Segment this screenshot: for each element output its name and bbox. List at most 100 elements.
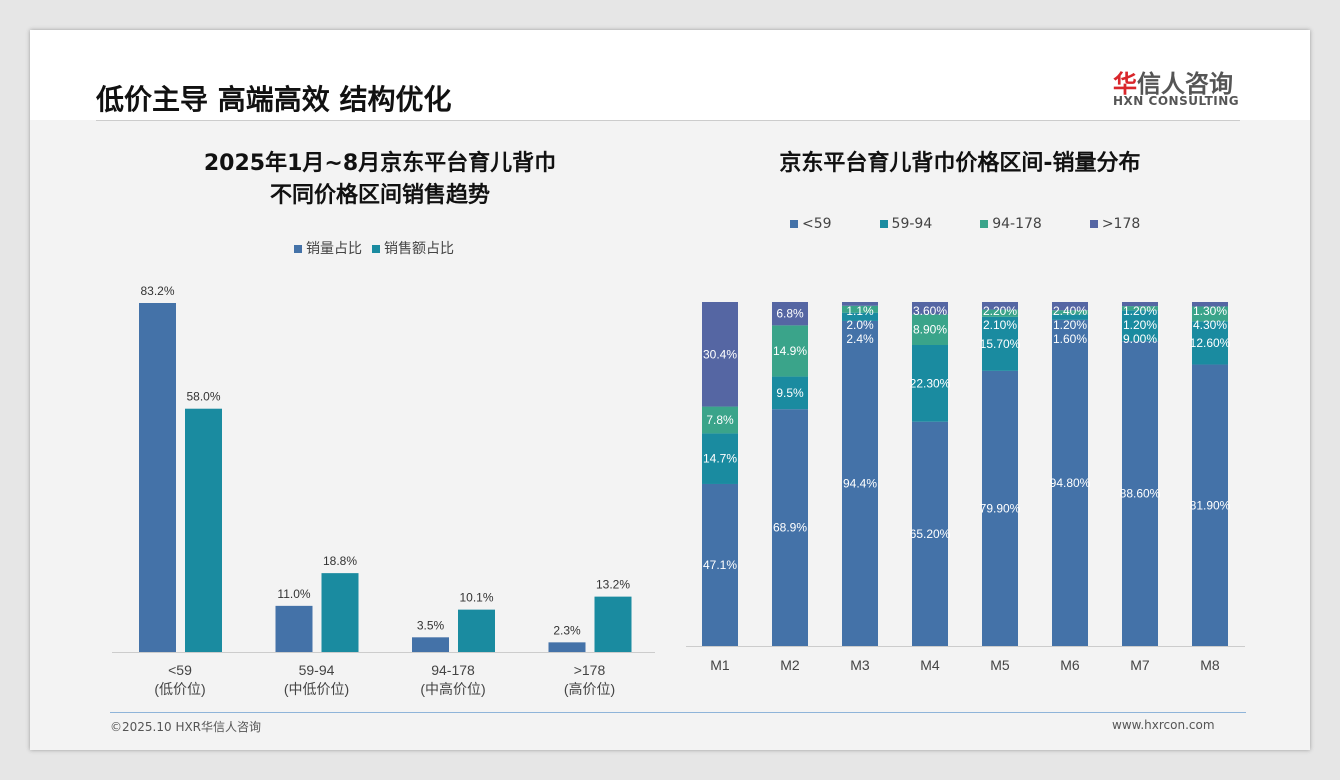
logo-subtitle: HXN CONSULTING <box>1113 94 1240 108</box>
data-label: 9.5% <box>776 386 804 400</box>
data-label: 15.70% <box>980 337 1021 351</box>
stacked-segment <box>842 320 878 646</box>
data-label: 1.60% <box>1053 332 1087 346</box>
data-label: 2.20% <box>983 304 1017 318</box>
copyright: ©2025.10 HXR华信人咨询 <box>110 720 262 734</box>
x-tick-sublabel: (低价位) <box>154 681 205 697</box>
x-tick-label: >178 <box>574 662 606 678</box>
data-label: 8.90% <box>913 323 947 337</box>
stacked-segment <box>702 433 738 484</box>
footer-divider <box>110 712 1246 713</box>
data-label: 30.4% <box>703 347 737 361</box>
data-label: 94.80% <box>1050 476 1091 490</box>
x-tick-label: M1 <box>710 657 730 673</box>
stacked-segment <box>982 309 1018 317</box>
x-tick-sublabel: (中高价位) <box>420 681 485 697</box>
slide: 低价主导 高端高效 结构优化 华信人咨询 HXN CONSULTING 2025… <box>30 30 1310 750</box>
legend-item: 94-178 <box>980 216 1042 232</box>
stacked-segment <box>912 302 948 315</box>
data-label: 22.30% <box>910 376 951 390</box>
stacked-segment <box>982 316 1018 371</box>
stacked-segment <box>772 325 808 377</box>
stacked-segment <box>1122 310 1158 342</box>
x-tick-label: M8 <box>1200 657 1220 673</box>
data-label: 3.60% <box>913 304 947 318</box>
data-label: 47.1% <box>703 558 737 572</box>
data-label: 7.8% <box>706 413 734 427</box>
data-label: 1.20% <box>1053 318 1087 332</box>
stacked-segment <box>1192 364 1228 646</box>
stacked-segment <box>1192 306 1228 322</box>
stacked-segment <box>1122 306 1158 311</box>
stacked-segment <box>842 305 878 313</box>
right-legend: <59 59-94 94-178 >178 <box>790 216 1140 232</box>
x-tick-label: 59-94 <box>299 662 335 678</box>
stacked-segment <box>1052 314 1088 320</box>
header <box>30 30 1310 120</box>
data-label: 9.00% <box>1123 332 1157 346</box>
stacked-segment <box>982 370 1018 646</box>
bar <box>412 637 449 652</box>
data-label: 83.2% <box>140 284 174 298</box>
data-label: 2.3% <box>553 623 581 637</box>
bar <box>139 303 176 652</box>
stacked-segment <box>702 302 738 407</box>
data-label: 2.0% <box>846 318 874 332</box>
data-label: 18.8% <box>323 554 357 568</box>
data-label: 10.1% <box>459 591 493 605</box>
data-label: 2.4% <box>846 332 874 346</box>
legend-item: 销售额占比 <box>372 238 454 258</box>
data-label: 58.0% <box>186 390 220 404</box>
data-label: 2.40% <box>1053 304 1087 318</box>
x-tick-label: M7 <box>1130 657 1150 673</box>
stacked-segment <box>912 314 948 345</box>
legend-item: <59 <box>790 216 832 232</box>
data-label: 3.5% <box>417 618 445 632</box>
data-label: 68.9% <box>773 521 807 535</box>
bar <box>321 573 359 652</box>
x-tick-label: M3 <box>850 657 870 673</box>
stacked-segment <box>1052 319 1088 646</box>
page-title: 低价主导 高端高效 结构优化 <box>96 83 452 116</box>
stacked-segment <box>1122 341 1158 646</box>
legend-item: 59-94 <box>879 216 932 232</box>
stacked-segment <box>772 376 808 410</box>
website: www.hxrcon.com <box>1112 718 1215 732</box>
data-label: 79.90% <box>980 501 1021 515</box>
stacked-segment <box>912 345 948 422</box>
left-chart-title: 2025年1月~8月京东平台育儿背巾 不同价格区间销售趋势 <box>203 151 557 208</box>
stacked-segment <box>772 302 808 326</box>
data-label: 1.20% <box>1123 318 1157 332</box>
stacked-segment <box>1192 321 1228 365</box>
data-label: 65.20% <box>910 527 951 541</box>
stacked-segment <box>912 421 948 646</box>
stacked-segment <box>842 302 878 306</box>
data-label: 2.10% <box>983 318 1017 332</box>
stacked-segment <box>702 406 738 434</box>
x-tick-label: 94-178 <box>431 662 475 678</box>
x-tick-label: M2 <box>780 657 800 673</box>
stacked-segment <box>1122 302 1158 307</box>
legend-item: 销量占比 <box>294 238 362 258</box>
x-tick-label: M5 <box>990 657 1010 673</box>
right-chart-title: 京东平台育儿背巾价格区间-销量分布 <box>779 151 1141 176</box>
data-label: 81.90% <box>1190 498 1231 512</box>
data-label: 11.0% <box>277 587 310 601</box>
left-legend: 销量占比 销售额占比 <box>294 238 454 258</box>
x-tick-label: M6 <box>1060 657 1080 673</box>
data-label: 13.2% <box>596 578 630 592</box>
data-label: 94.4% <box>843 476 877 490</box>
data-label: 14.7% <box>703 452 737 466</box>
x-tick-sublabel: (中低价位) <box>284 681 349 697</box>
stacked-segment <box>982 302 1018 310</box>
data-label: 14.9% <box>773 344 807 358</box>
data-label: 88.60% <box>1120 487 1161 501</box>
bar <box>548 642 586 652</box>
divider <box>96 120 1240 121</box>
bar <box>458 609 495 652</box>
stacked-segment <box>702 483 738 646</box>
data-label: 6.8% <box>776 307 804 321</box>
logo: 华信人咨询 <box>1113 70 1233 98</box>
bar <box>594 596 632 652</box>
